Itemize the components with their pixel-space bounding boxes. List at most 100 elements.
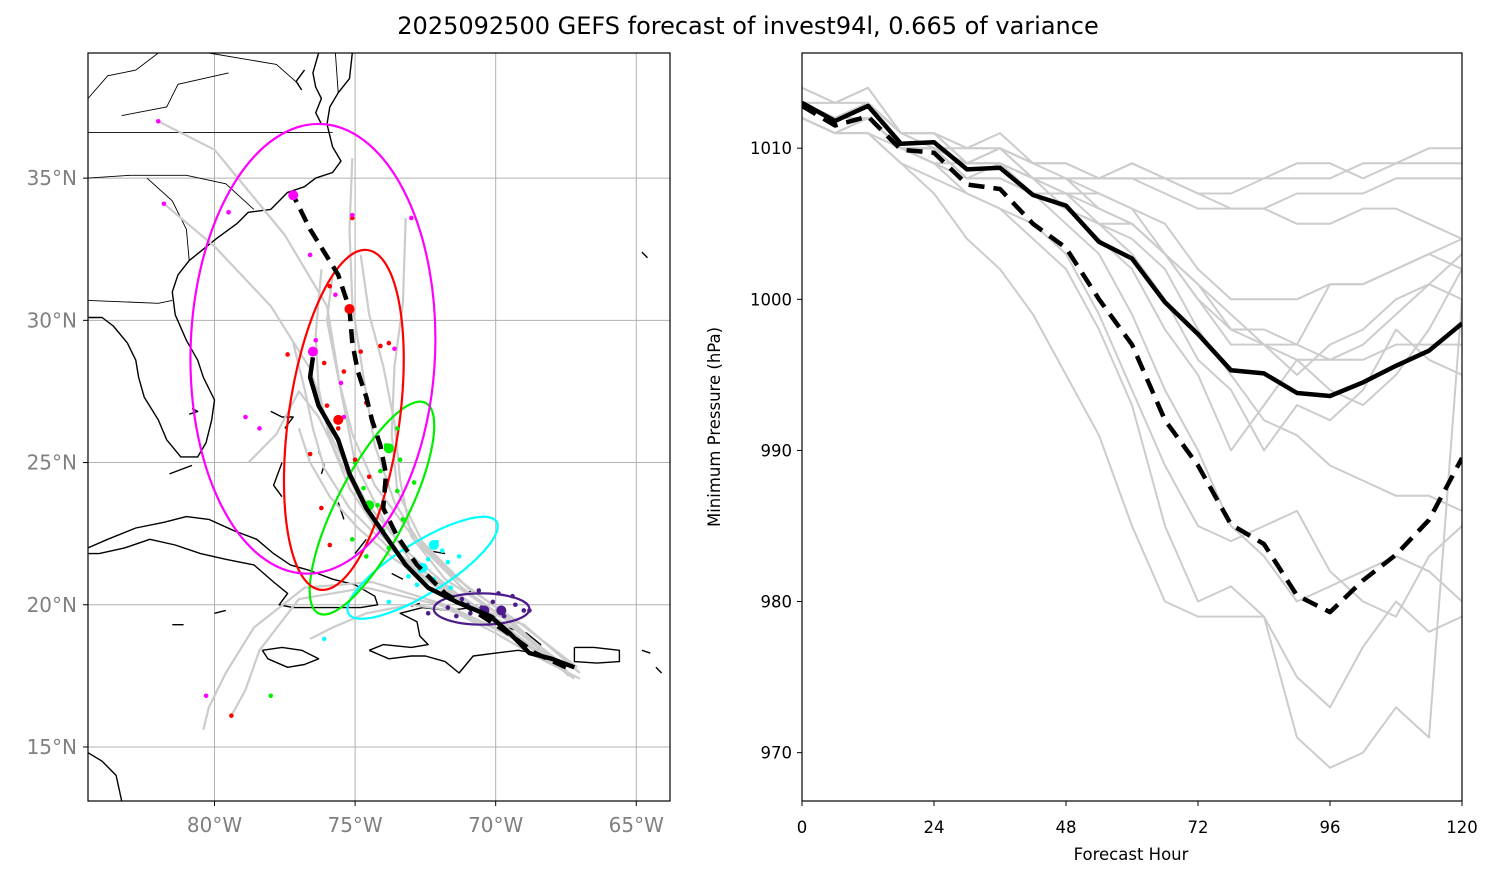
ensemble-center-120h bbox=[307, 346, 318, 357]
coastline bbox=[641, 649, 651, 654]
member-position-point bbox=[341, 369, 347, 374]
member-track bbox=[230, 586, 561, 717]
member-position-point bbox=[243, 414, 248, 420]
member-position-point bbox=[490, 599, 496, 605]
member-position-point bbox=[411, 480, 417, 485]
member-track bbox=[157, 120, 581, 674]
member-position-point bbox=[378, 343, 383, 349]
figure-title: 2025092500 GEFS forecast of invest94l, 0… bbox=[397, 12, 1099, 40]
coastline bbox=[169, 464, 193, 475]
pressure-tick-label: 1010 bbox=[750, 139, 792, 158]
member-position-point bbox=[425, 610, 431, 616]
member-position-point bbox=[338, 380, 344, 386]
spread-ellipse-120h bbox=[189, 122, 437, 575]
median-marker-120h bbox=[288, 190, 299, 201]
member-position-point bbox=[476, 588, 482, 593]
member-position-point bbox=[394, 488, 400, 494]
member-position-point bbox=[378, 468, 383, 474]
lat-tick-label: 35°N bbox=[27, 166, 77, 190]
pressure-tick-label: 970 bbox=[761, 744, 793, 763]
coastline bbox=[88, 752, 123, 801]
lon-tick-label: 75°W bbox=[327, 813, 382, 837]
coastline bbox=[354, 538, 367, 555]
member-track bbox=[359, 254, 564, 666]
member-pressure-line bbox=[802, 117, 1462, 361]
member-position-point bbox=[307, 252, 313, 258]
coastline bbox=[270, 410, 294, 429]
hour-tick-label: 96 bbox=[1320, 818, 1341, 837]
hour-ticks: 0 24 48 72 96 120 bbox=[797, 801, 1478, 837]
member-position-point bbox=[333, 292, 338, 298]
member-position-point bbox=[445, 605, 451, 610]
member-position-point bbox=[400, 517, 406, 522]
member-position-point bbox=[349, 537, 355, 542]
mean-pressure-lines bbox=[802, 100, 1462, 615]
member-pressure-line bbox=[802, 101, 1462, 180]
member-position-point bbox=[397, 457, 403, 463]
ensemble-center-96h bbox=[333, 414, 344, 425]
member-position-point bbox=[456, 554, 462, 559]
member-position-point bbox=[161, 201, 167, 207]
member-track bbox=[292, 342, 553, 663]
member-position-point bbox=[394, 426, 400, 431]
coastline bbox=[214, 609, 226, 614]
state-border bbox=[88, 174, 255, 210]
member-position-point bbox=[324, 403, 330, 408]
member-position-point bbox=[358, 349, 364, 354]
member-position-point bbox=[375, 502, 380, 508]
member-position-point bbox=[268, 693, 274, 699]
hour-tick-label: 120 bbox=[1446, 818, 1478, 837]
member-position-point bbox=[439, 548, 445, 554]
median-marker-24h bbox=[496, 605, 507, 616]
coastline bbox=[573, 646, 621, 664]
member-position-point bbox=[386, 599, 392, 605]
member-position-point bbox=[155, 118, 161, 124]
coastline bbox=[391, 572, 404, 580]
ensemble-median-track bbox=[291, 194, 567, 670]
member-position-point bbox=[468, 610, 473, 616]
member-position-point bbox=[409, 215, 414, 221]
member-position-point bbox=[229, 713, 234, 718]
member-track bbox=[325, 274, 570, 677]
coastline bbox=[312, 53, 323, 125]
median-marker-48h bbox=[428, 540, 439, 551]
state-border bbox=[208, 53, 300, 85]
spread-ellipse-72h bbox=[308, 400, 436, 616]
lon-tick-label: 70°W bbox=[468, 813, 523, 837]
member-position-point bbox=[364, 554, 369, 559]
lon-tick-label: 65°W bbox=[609, 813, 664, 837]
member-position-point bbox=[327, 542, 333, 548]
lat-tick-label: 25°N bbox=[27, 451, 77, 475]
member-position-point bbox=[459, 596, 465, 602]
member-position-point bbox=[386, 340, 392, 346]
coastline bbox=[641, 251, 648, 259]
member-position-point bbox=[366, 474, 372, 480]
member-position-point bbox=[527, 608, 532, 613]
hour-tick-label: 72 bbox=[1188, 818, 1209, 837]
member-track bbox=[314, 269, 570, 674]
track-map-panel: 80°W 75°W 70°W 65°W 15°N 20°N 25°N 30°N 35°N bbox=[27, 52, 671, 837]
map-latitude-ticks: 15°N 20°N 25°N 30°N 35°N bbox=[27, 166, 88, 759]
member-position-point bbox=[257, 426, 262, 431]
hour-tick-label: 48 bbox=[1056, 818, 1077, 837]
state-border bbox=[146, 177, 190, 261]
member-position-point bbox=[285, 352, 290, 357]
member-position-point bbox=[496, 591, 501, 596]
y-axis-label: Minimum Pressure (hPa) bbox=[705, 327, 724, 527]
lon-tick-label: 80°W bbox=[187, 813, 242, 837]
state-border bbox=[88, 53, 159, 99]
state-border bbox=[334, 53, 339, 93]
hour-tick-label: 24 bbox=[924, 818, 945, 837]
member-position-point bbox=[361, 485, 366, 491]
member-position-point bbox=[445, 559, 451, 565]
state-border bbox=[121, 72, 229, 117]
x-axis-label: Forecast Hour bbox=[1074, 845, 1189, 864]
pressure-ticks: 970 980 990 1000 1010 bbox=[750, 139, 802, 763]
median-marker-72h bbox=[383, 443, 394, 454]
member-position-point bbox=[327, 283, 333, 289]
member-position-point bbox=[352, 457, 358, 463]
member-position-point bbox=[406, 574, 411, 579]
coastline bbox=[88, 53, 353, 458]
map-gridlines bbox=[88, 53, 670, 801]
lat-tick-label: 20°N bbox=[27, 593, 77, 617]
